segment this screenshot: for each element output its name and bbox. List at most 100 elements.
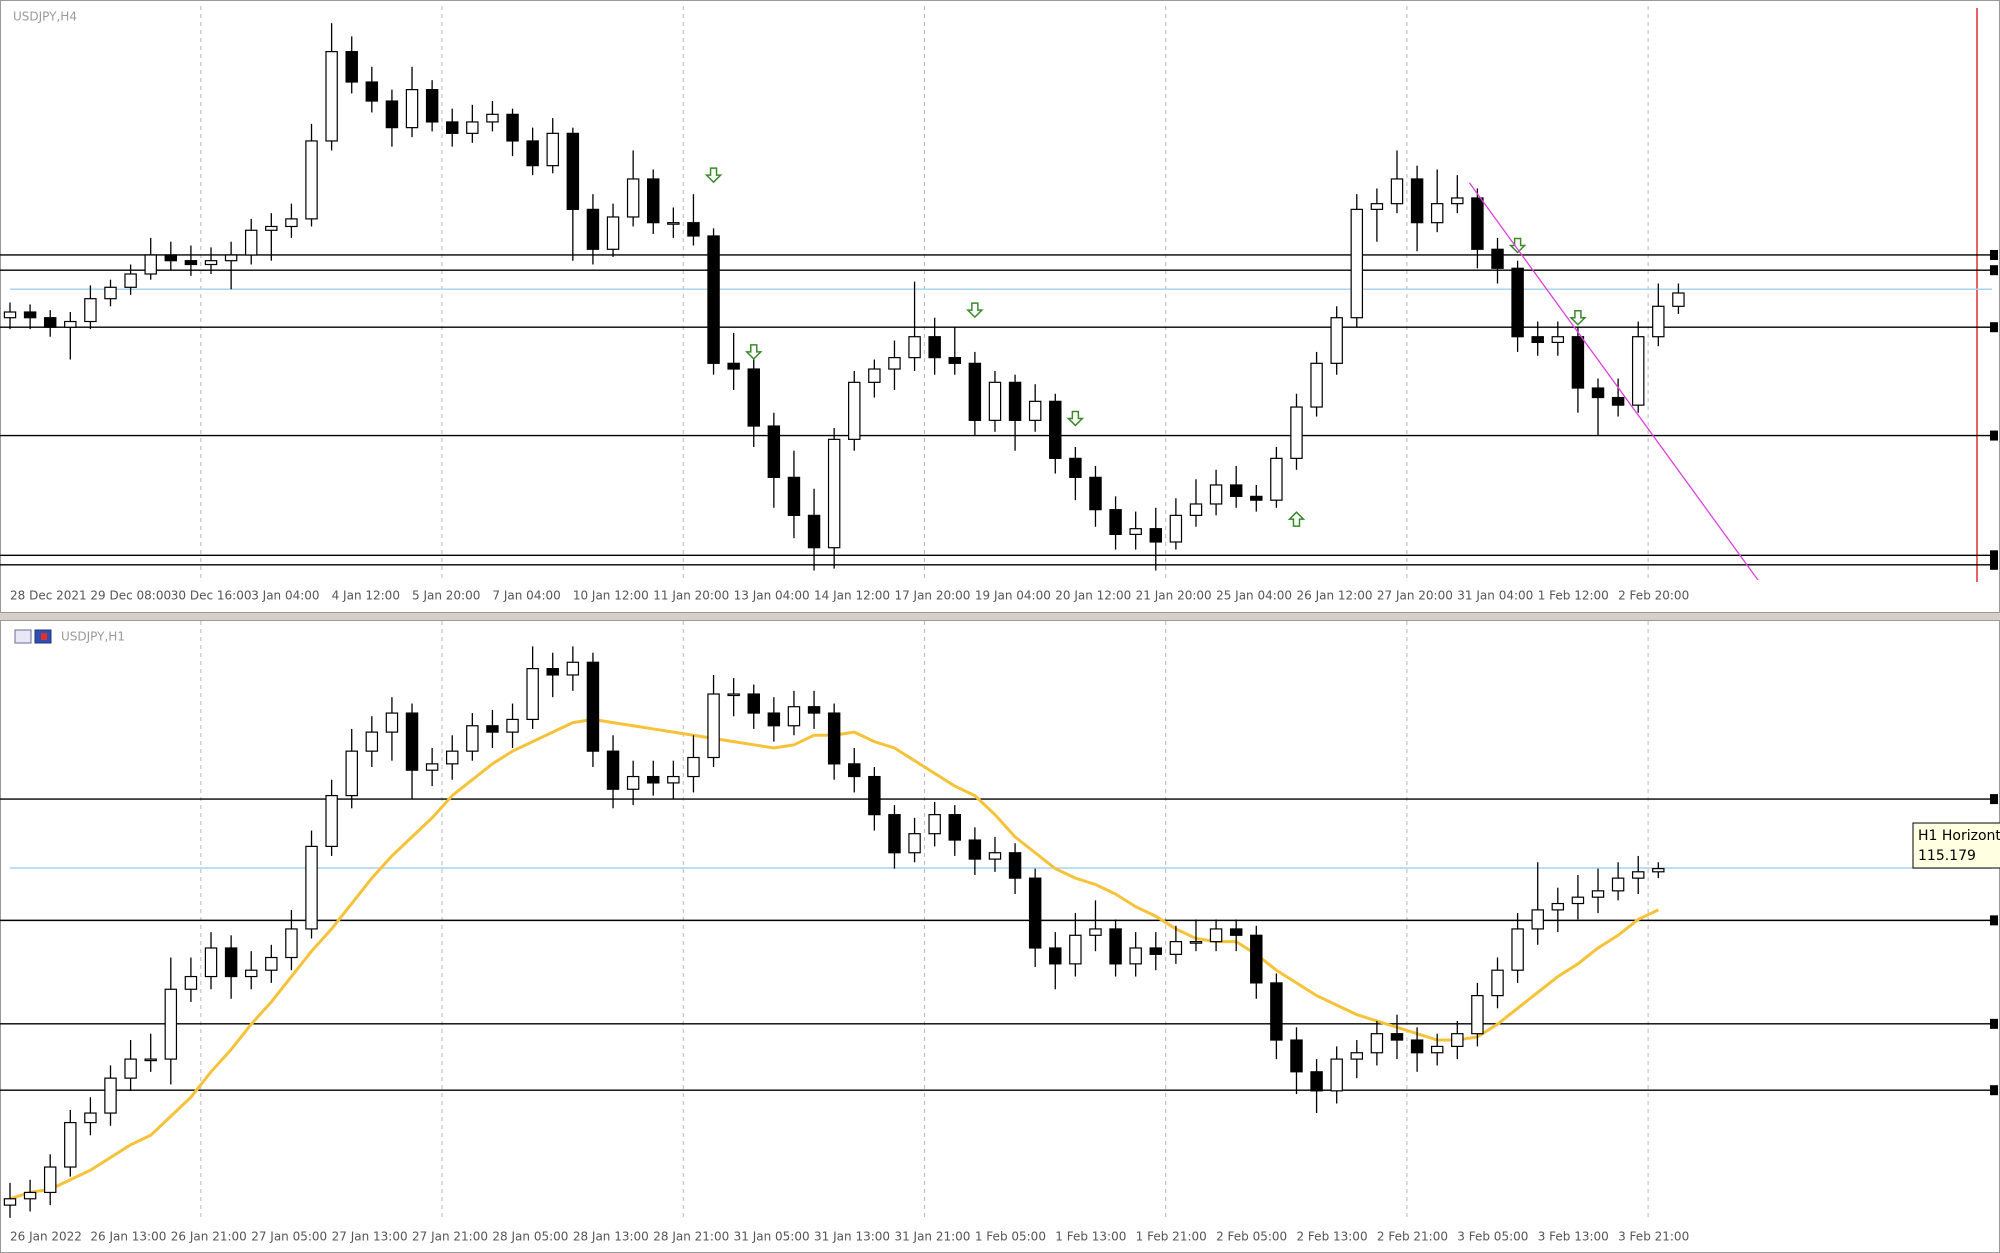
candle-body — [506, 113, 519, 142]
candle-body — [1250, 495, 1263, 501]
candle-body — [526, 140, 539, 167]
candle-body — [1149, 947, 1163, 955]
candle-body — [1229, 484, 1243, 497]
candle-body — [647, 775, 660, 784]
candle-body — [948, 814, 961, 841]
x-tick-label: 28 Dec 2021 — [10, 589, 87, 603]
x-tick-label: 2 Feb 13:00 — [1296, 1230, 1367, 1244]
x-tick-label: 26 Jan 13:00 — [90, 1230, 166, 1244]
x-tick-label: 17 Jan 20:00 — [894, 589, 970, 603]
x-tick-label: 2 Feb 20:00 — [1618, 589, 1689, 603]
x-tick-label: 27 Jan 20:00 — [1377, 589, 1453, 603]
plot-area — [0, 6, 1992, 580]
candle-body — [1511, 928, 1524, 971]
candle-body — [1430, 203, 1444, 224]
candle-body — [104, 286, 117, 300]
candle-body — [425, 89, 439, 123]
candle-body — [647, 178, 660, 224]
candle-body — [365, 731, 379, 752]
candle-body — [3, 1198, 17, 1206]
candle-body — [767, 425, 781, 478]
candle-body — [1149, 528, 1163, 543]
candle-body — [1430, 1045, 1444, 1054]
candle-body — [506, 718, 519, 733]
candle-body — [1611, 877, 1625, 892]
candle-body — [928, 814, 941, 835]
candle-body — [787, 706, 801, 727]
candle-body — [807, 514, 821, 549]
signal-arrow — [704, 167, 723, 184]
x-tick-label: 26 Jan 12:00 — [1296, 589, 1372, 603]
candle-body — [747, 368, 760, 427]
candle-body — [1089, 476, 1102, 511]
x-tick-label: 31 Jan 21:00 — [894, 1230, 970, 1244]
x-tick-label: 26 Jan 2022 — [10, 1230, 82, 1244]
candle-body — [1491, 969, 1504, 997]
candle-body — [1330, 317, 1343, 364]
x-tick-label: 3 Jan 04:00 — [251, 589, 319, 603]
candle-body — [888, 357, 901, 370]
candle-body — [64, 320, 77, 328]
candle-body — [204, 947, 218, 978]
x-tick-label: 2 Feb 05:00 — [1216, 1230, 1287, 1244]
candle-body — [546, 132, 559, 167]
candle-body — [244, 229, 258, 256]
panel-separator — [0, 613, 2000, 620]
icon-detail — [41, 633, 47, 640]
candle-body — [1350, 208, 1364, 319]
candle-body — [1290, 1039, 1303, 1073]
candle-body — [727, 693, 740, 697]
price-tag — [1990, 249, 1998, 260]
candle-body — [1451, 1033, 1464, 1047]
candle-body — [1471, 995, 1484, 1035]
candle-body — [1310, 1071, 1323, 1092]
candle-body — [546, 668, 559, 676]
x-tick-label: 30 Dec 16:00 — [171, 589, 252, 603]
candle-body — [405, 712, 419, 771]
candle-body — [1652, 868, 1665, 873]
candle-body — [3, 311, 17, 319]
candle-body — [1551, 336, 1565, 344]
candle-body — [1611, 396, 1625, 406]
candle-body — [184, 260, 198, 266]
price-tag — [1990, 550, 1998, 561]
candle-body — [1591, 387, 1605, 399]
candle-body — [446, 750, 459, 765]
x-tick-label: 3 Feb 21:00 — [1618, 1230, 1689, 1244]
candle-body — [1491, 248, 1504, 269]
tooltip: H1 Horizont 115.179 — [1912, 822, 2000, 869]
candle-body — [1551, 902, 1565, 911]
candle-body — [1069, 457, 1082, 478]
chart-title: USDJPY,H1 — [61, 630, 125, 644]
candle-body — [43, 317, 57, 328]
candle-body — [1511, 267, 1524, 338]
candle-body — [928, 336, 941, 359]
toolbar-icons[interactable] — [14, 629, 52, 644]
icon[interactable] — [14, 629, 32, 644]
candle-body — [1652, 305, 1665, 338]
price-tag — [1990, 1085, 1998, 1096]
candle-body — [285, 218, 298, 228]
signal-arrow — [1066, 410, 1085, 427]
x-tick-label: 20 Jan 12:00 — [1055, 589, 1131, 603]
candle-body — [827, 438, 841, 549]
candle-body — [224, 947, 238, 978]
x-tick-label: 31 Jan 05:00 — [734, 1230, 810, 1244]
candle-body — [305, 140, 318, 220]
candle-body — [707, 235, 720, 364]
candle-body — [1008, 381, 1022, 421]
x-tick-label: 29 Dec 08:00 — [90, 589, 171, 603]
x-tick-label: 4 Jan 12:00 — [332, 589, 400, 603]
price-tag — [1990, 559, 1998, 570]
price-tag — [1990, 1018, 1998, 1029]
candle-body — [1270, 982, 1283, 1041]
x-tick-label: 5 Jan 20:00 — [412, 589, 480, 603]
candle-body — [747, 693, 760, 714]
x-tick-label: 13 Jan 04:00 — [734, 589, 810, 603]
candle-body — [1310, 362, 1323, 408]
candle-body — [868, 775, 881, 816]
candle-body — [888, 814, 901, 854]
candle-body — [827, 712, 841, 765]
candle-body — [385, 100, 399, 129]
